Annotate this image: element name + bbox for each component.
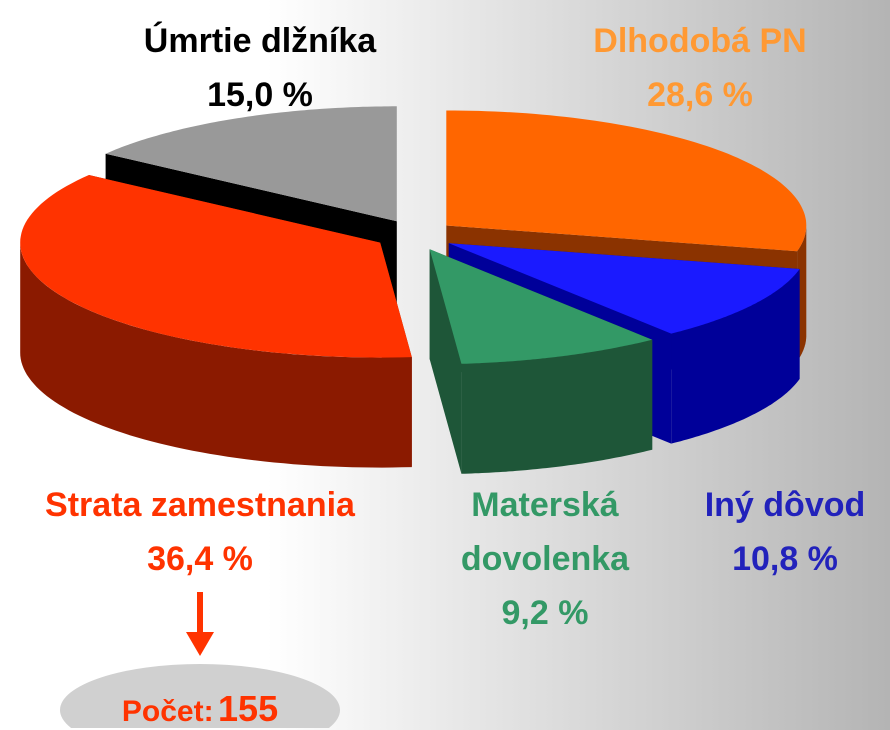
value-label: 9,2 % [501, 594, 589, 632]
count: Počet: 155 [60, 688, 340, 730]
category-label: Iný dôvod [704, 486, 866, 524]
category-label: Materská dovolenka [460, 486, 630, 578]
slice-label: Úmrtie dlžníka 15,0 % [90, 14, 430, 122]
slice [446, 110, 807, 252]
slice-side [429, 249, 462, 474]
count-label: Počet: [121, 695, 214, 728]
slice [448, 243, 800, 334]
value-label: 10,8 % [732, 540, 838, 578]
value-label: 15,0 % [207, 76, 313, 114]
slice-label: Dlhodobá PN 28,6 % [540, 14, 860, 122]
slice [429, 249, 653, 364]
category-label: Dlhodobá PN [593, 22, 807, 60]
category-label: Úmrtie dlžníka [143, 22, 377, 60]
category-label: Strata zamestnania [45, 486, 355, 524]
count-bubble [60, 664, 340, 728]
slice-label: Strata zamestnania 36,4 % [0, 478, 400, 586]
slice-wall [461, 339, 653, 474]
value-label: 28,6 % [647, 76, 753, 114]
slice [105, 106, 397, 222]
slice-wall [20, 242, 412, 468]
count-value: 155 [218, 688, 279, 729]
slice-label: Materská dovolenka 9,2 % [435, 478, 655, 640]
pie [20, 106, 807, 474]
slice-label: Iný dôvod 10,8 % [680, 478, 890, 586]
value-label: 36,4 % [147, 540, 253, 578]
arrow-head [186, 632, 214, 656]
slice [20, 175, 412, 358]
slice-wall [671, 269, 800, 444]
